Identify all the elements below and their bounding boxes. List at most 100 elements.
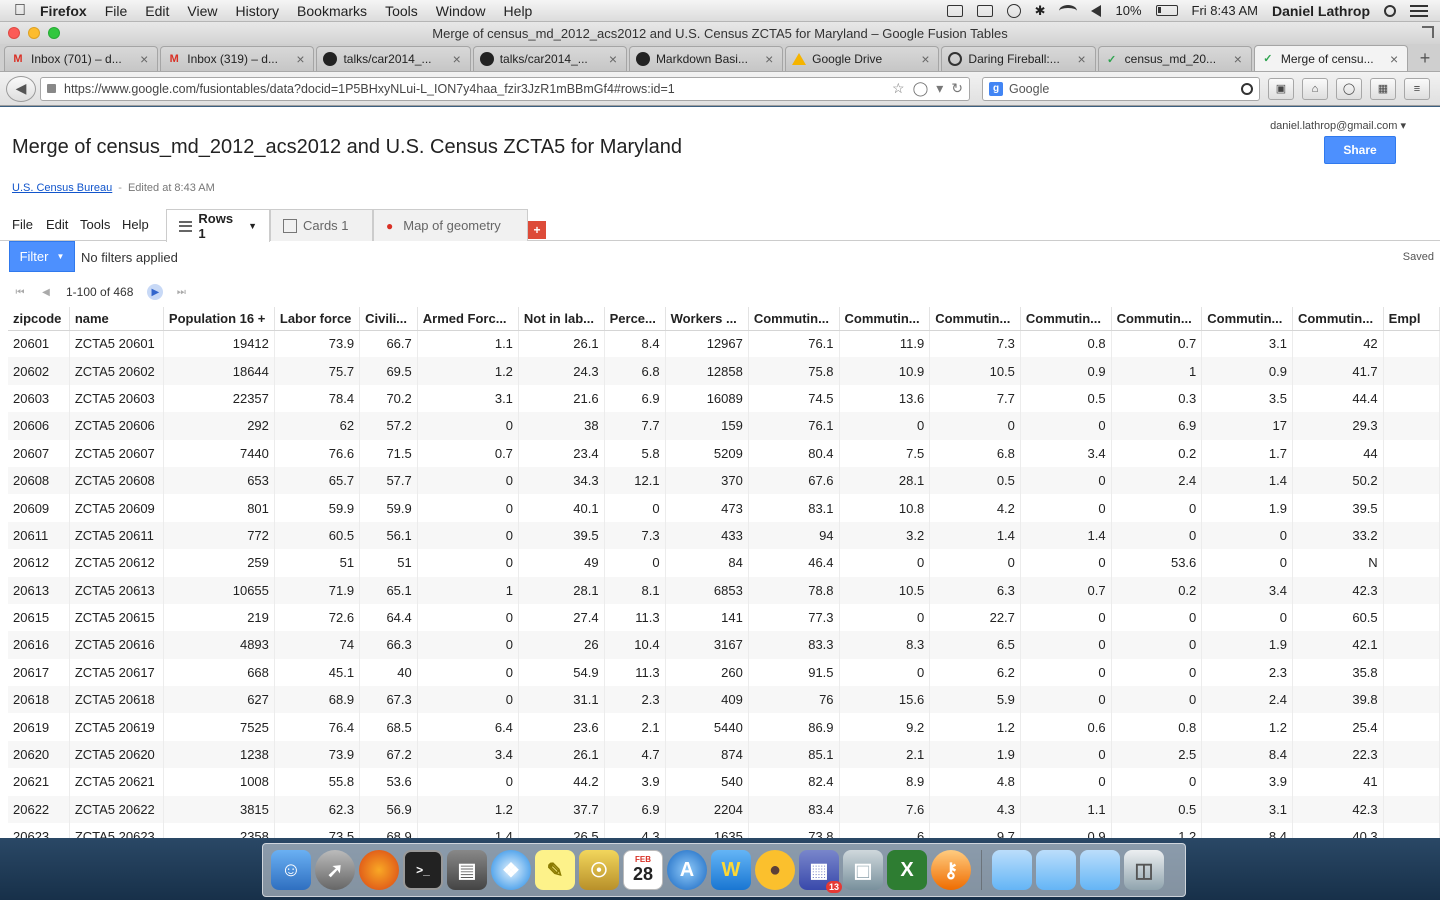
table-cell[interactable]: 73.9 [274,330,361,358]
table-cell[interactable]: 26.1 [518,740,605,769]
tab-close-icon[interactable]: × [140,51,149,67]
google-engine-icon[interactable]: g [989,81,1003,96]
table-cell[interactable]: 83.3 [748,631,840,659]
table-cell[interactable]: 1.2 [929,713,1021,741]
table-cell[interactable]: 7.3 [929,330,1021,358]
table-row[interactable]: 20611 ZCTA5 20611 772 60.5 56.1 0 39.5 7.3 433 94… [8,521,1440,550]
finder-icon[interactable]: ☺ [271,850,311,890]
table-cell[interactable]: 42.1 [1292,631,1384,659]
screenshot-tool-icon[interactable]: ▣ [1268,77,1294,100]
table-cell[interactable]: ZCTA5 20620 [69,740,164,769]
table-cell[interactable]: 6.8 [604,357,666,385]
table-cell[interactable]: 1.9 [1201,631,1293,659]
table-cell[interactable]: 0 [929,549,1021,577]
url-bar[interactable]: https://www.google.com/fusiontables/data… [40,76,970,101]
table-cell[interactable]: 5.9 [929,686,1021,714]
browser-tab-active[interactable]: ✓ Merge of censu... × [1253,45,1409,71]
table-cell[interactable]: 26 [518,631,605,659]
table-cell[interactable]: 0 [1020,768,1112,796]
table-cell[interactable]: 20616 [8,631,70,659]
table-cell[interactable]: 0 [1020,494,1112,522]
table-cell[interactable]: 73.5 [274,823,361,838]
table-cell[interactable]: 2.1 [604,713,666,741]
table-cell[interactable]: 54.9 [518,658,605,687]
table-cell[interactable]: 219 [163,603,275,632]
table-cell[interactable]: 874 [665,740,749,769]
table-cell[interactable]: ZCTA5 20602 [69,357,164,385]
firefox-icon[interactable] [359,850,399,890]
table-cell[interactable]: 19412 [163,330,275,358]
table-cell[interactable]: 0.5 [1020,384,1112,413]
column-header[interactable]: Commutin... [1292,307,1384,331]
table-cell[interactable]: 20602 [8,357,70,385]
table-cell[interactable]: 0.8 [1020,330,1112,358]
new-tab-button[interactable]: + [1419,48,1431,68]
table-cell[interactable]: 85.1 [748,740,840,769]
table-cell[interactable]: 11.3 [604,603,666,632]
table-cell[interactable]: 3.1 [417,384,519,413]
source-link[interactable]: U.S. Census Bureau [12,182,113,194]
table-cell[interactable]: 7.7 [604,412,666,440]
table-cell[interactable]: 292 [163,412,275,440]
table-cell[interactable]: 20613 [8,576,70,604]
table-cell[interactable]: 1.4 [417,823,519,838]
table-cell[interactable]: 7.7 [929,384,1021,413]
search-bar[interactable]: g Google [982,76,1260,101]
table-cell[interactable]: 0 [417,549,519,577]
table-cell[interactable]: 6.9 [1111,412,1203,440]
table-cell[interactable]: 10.4 [604,631,666,659]
table-cell[interactable]: 53.6 [1111,549,1203,577]
browser-tab[interactable]: Daring Fireball:... × [941,46,1096,71]
table-cell[interactable]: ZCTA5 20622 [69,795,164,824]
table-cell[interactable]: 4.2 [929,494,1021,522]
downloads-folder-icon[interactable] [1080,850,1120,890]
table-cell[interactable]: 1008 [163,768,275,796]
table-cell[interactable]: 41 [1292,768,1384,796]
table-cell[interactable]: 12858 [665,357,749,385]
table-cell[interactable]: 8.4 [1201,823,1293,838]
table-cell[interactable]: 84 [665,549,749,577]
table-cell[interactable]: 20612 [8,549,70,577]
table-cell[interactable]: 8.1 [604,576,666,604]
table-cell[interactable]: 57.7 [359,466,418,495]
column-header[interactable]: Commutin... [929,307,1021,331]
table-cell[interactable]: ZCTA5 20621 [69,768,164,796]
table-cell[interactable]: 20622 [8,795,70,824]
table-cell[interactable] [1383,631,1440,659]
table-cell[interactable]: 1.2 [417,357,519,385]
table-cell[interactable]: 23.6 [518,713,605,741]
column-header[interactable]: Commutin... [1111,307,1203,331]
table-cell[interactable]: 20621 [8,768,70,796]
table-cell[interactable]: 10.5 [839,576,931,604]
cyberduck-icon[interactable]: ● [755,850,795,890]
table-cell[interactable]: 65.1 [359,576,418,604]
add-tab-button[interactable]: + [528,221,546,239]
fullscreen-icon[interactable] [1422,26,1434,38]
dashboard-icon[interactable]: ▦ 13 [799,850,842,893]
table-cell[interactable]: 0 [1020,466,1112,495]
pocket-toolbar-icon[interactable]: ◯ [1336,77,1362,100]
table-cell[interactable]: 0 [1020,658,1112,687]
screen-sharing-icon[interactable] [946,4,963,17]
table-cell[interactable]: ZCTA5 20618 [69,686,164,714]
table-cell[interactable]: 86.9 [748,713,840,741]
table-cell[interactable]: 75.7 [274,357,361,385]
table-cell[interactable]: 0.7 [1020,576,1112,604]
table-cell[interactable]: 3.9 [1201,768,1293,796]
app-menu-firefox[interactable]: Firefox [40,2,87,19]
table-cell[interactable]: ZCTA5 20603 [69,384,164,413]
stickies-icon[interactable]: ✎ [535,850,575,890]
tab-close-icon[interactable]: × [1390,50,1399,67]
table-cell[interactable]: 13.6 [839,384,931,413]
table-cell[interactable]: 75.8 [748,357,840,385]
column-header[interactable]: Commutin... [839,307,931,331]
table-cell[interactable]: 2358 [163,823,275,838]
table-cell[interactable]: 83.4 [748,795,840,824]
table-cell[interactable]: 70.2 [359,384,418,413]
wifi-icon[interactable] [1059,4,1078,17]
table-cell[interactable]: 0.2 [1111,439,1203,467]
filter-button[interactable]: Filter ▼ [9,241,75,272]
table-cell[interactable]: 18644 [163,357,275,385]
table-cell[interactable]: 6.5 [929,631,1021,659]
column-header[interactable]: name [69,307,164,331]
